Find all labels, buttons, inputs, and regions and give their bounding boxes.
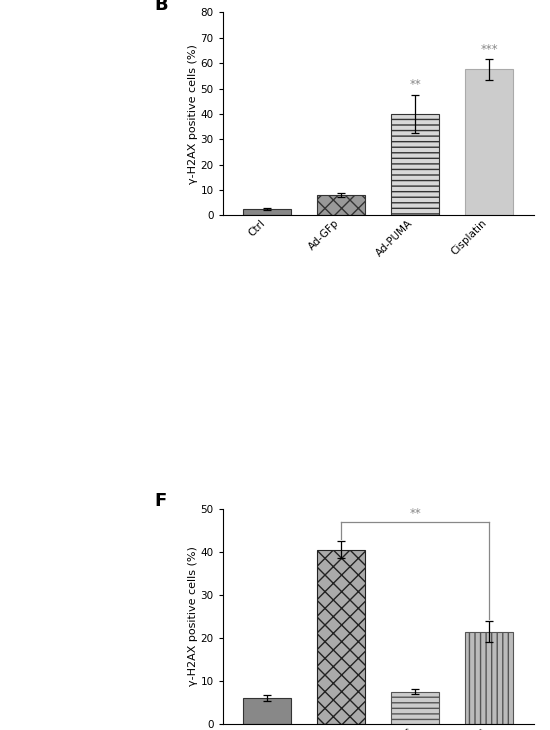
Text: **: ** xyxy=(409,78,421,91)
Bar xyxy=(391,692,439,724)
Bar xyxy=(317,195,365,215)
Text: **: ** xyxy=(409,507,421,520)
Bar xyxy=(317,550,365,724)
Text: F: F xyxy=(155,491,167,510)
Y-axis label: γ-H2AX positive cells (%): γ-H2AX positive cells (%) xyxy=(188,547,198,686)
Text: ***: *** xyxy=(480,42,498,55)
Text: B: B xyxy=(155,0,168,14)
Bar xyxy=(243,699,291,724)
Bar xyxy=(391,114,439,215)
Bar xyxy=(465,69,513,215)
Bar xyxy=(465,631,513,724)
Bar xyxy=(243,209,291,215)
Y-axis label: γ-H2AX positive cells (%): γ-H2AX positive cells (%) xyxy=(188,44,198,184)
